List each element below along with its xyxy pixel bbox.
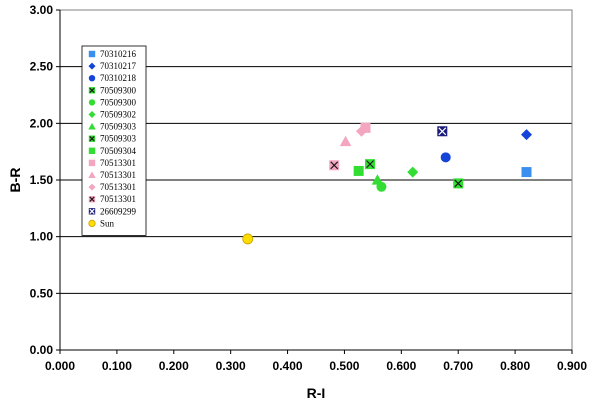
legend-item: 26609299 bbox=[88, 206, 137, 216]
data-point bbox=[242, 233, 254, 245]
x-tick-label: 0.900 bbox=[557, 359, 587, 373]
x-tick-label: 0.400 bbox=[273, 359, 303, 373]
data-point bbox=[521, 167, 532, 178]
legend-label: 70509303 bbox=[100, 134, 137, 144]
legend-marker bbox=[88, 87, 96, 94]
y-tick-label: 2.00 bbox=[30, 116, 54, 130]
legend-item: 70509303 bbox=[88, 134, 137, 144]
legend-item: 70509302 bbox=[88, 110, 136, 120]
legend-label: 26609299 bbox=[100, 206, 137, 216]
x-tick-label: 0.000 bbox=[45, 359, 75, 373]
legend-item: 70509304 bbox=[88, 146, 137, 156]
legend-marker bbox=[88, 62, 96, 70]
data-point bbox=[520, 129, 532, 141]
legend-marker bbox=[88, 196, 96, 203]
data-point bbox=[407, 166, 419, 178]
legend-item: 70513301 bbox=[88, 194, 136, 204]
legend-marker bbox=[88, 183, 96, 191]
legend-marker bbox=[88, 159, 96, 167]
legend-marker bbox=[88, 99, 96, 106]
legend: 70310216 70310217 70310218 70509300 70509300… bbox=[81, 45, 147, 236]
y-axis-title: B-R bbox=[7, 168, 23, 193]
y-tick-label: 2.50 bbox=[30, 60, 54, 74]
data-point bbox=[453, 178, 464, 189]
data-point bbox=[353, 165, 364, 176]
legend-item: 70310216 bbox=[88, 49, 137, 59]
legend-marker bbox=[88, 208, 96, 215]
legend-item: 70513301 bbox=[88, 158, 136, 168]
legend-label: 70310216 bbox=[100, 49, 137, 59]
axes bbox=[56, 9, 573, 354]
legend-item: 70310218 bbox=[88, 73, 137, 83]
legend-marker bbox=[88, 135, 96, 142]
legend-item: Sun bbox=[88, 218, 115, 228]
legend-label: 70513301 bbox=[100, 170, 136, 180]
legend-item: 70513301 bbox=[88, 170, 136, 180]
data-point bbox=[437, 126, 448, 137]
data-points bbox=[242, 122, 532, 245]
legend-label: 70513301 bbox=[100, 158, 136, 168]
data-point bbox=[329, 160, 340, 171]
legend-item: 70509303 bbox=[88, 122, 137, 132]
tick-labels: 0.00 0.50 1.00 1.50 2.00 2.50 3.00 0.000 0.100 0.… bbox=[30, 3, 588, 373]
y-tick-label: 1.00 bbox=[30, 230, 54, 244]
legend-label: 70509303 bbox=[100, 122, 137, 132]
y-tick-label: 0.00 bbox=[30, 343, 54, 357]
x-tick-label: 0.100 bbox=[102, 359, 132, 373]
legend-item: 70513301 bbox=[88, 182, 136, 192]
legend-item: 70310217 bbox=[88, 61, 137, 71]
legend-marker bbox=[88, 122, 96, 130]
data-point bbox=[339, 135, 352, 147]
x-axis-title: R-I bbox=[307, 385, 326, 401]
data-point bbox=[365, 159, 376, 170]
data-point bbox=[440, 152, 451, 163]
data-point bbox=[371, 174, 384, 185]
legend-label: 70513301 bbox=[100, 182, 136, 192]
y-tick-label: 3.00 bbox=[30, 3, 54, 17]
legend-label: 70513301 bbox=[100, 194, 136, 204]
x-tick-label: 0.700 bbox=[443, 359, 473, 373]
y-tick-label: 0.50 bbox=[30, 286, 54, 300]
data-point bbox=[356, 125, 368, 137]
legend-label: 70509300 bbox=[100, 97, 137, 107]
legend-item: 70509300 bbox=[88, 97, 137, 107]
legend-label: 70509302 bbox=[100, 110, 136, 120]
legend-marker bbox=[88, 147, 96, 154]
x-tick-label: 0.600 bbox=[386, 359, 416, 373]
legend-label: 70310218 bbox=[100, 73, 137, 83]
x-tick-label: 0.200 bbox=[159, 359, 189, 373]
data-point bbox=[360, 122, 371, 133]
x-tick-label: 0.800 bbox=[500, 359, 530, 373]
x-tick-label: 0.300 bbox=[216, 359, 246, 373]
y-tick-label: 1.50 bbox=[30, 173, 54, 187]
legend-label: Sun bbox=[100, 218, 115, 228]
legend-label: 70509300 bbox=[100, 85, 137, 95]
legend-marker bbox=[88, 50, 96, 58]
legend-marker bbox=[88, 110, 96, 119]
legend-label: 70509304 bbox=[100, 146, 137, 156]
legend-marker bbox=[88, 171, 96, 178]
legend-marker bbox=[88, 219, 96, 227]
x-tick-label: 0.500 bbox=[329, 359, 359, 373]
legend-marker bbox=[88, 75, 96, 82]
legend-label: 70310217 bbox=[100, 61, 137, 71]
legend-item: 70509300 bbox=[88, 85, 137, 95]
